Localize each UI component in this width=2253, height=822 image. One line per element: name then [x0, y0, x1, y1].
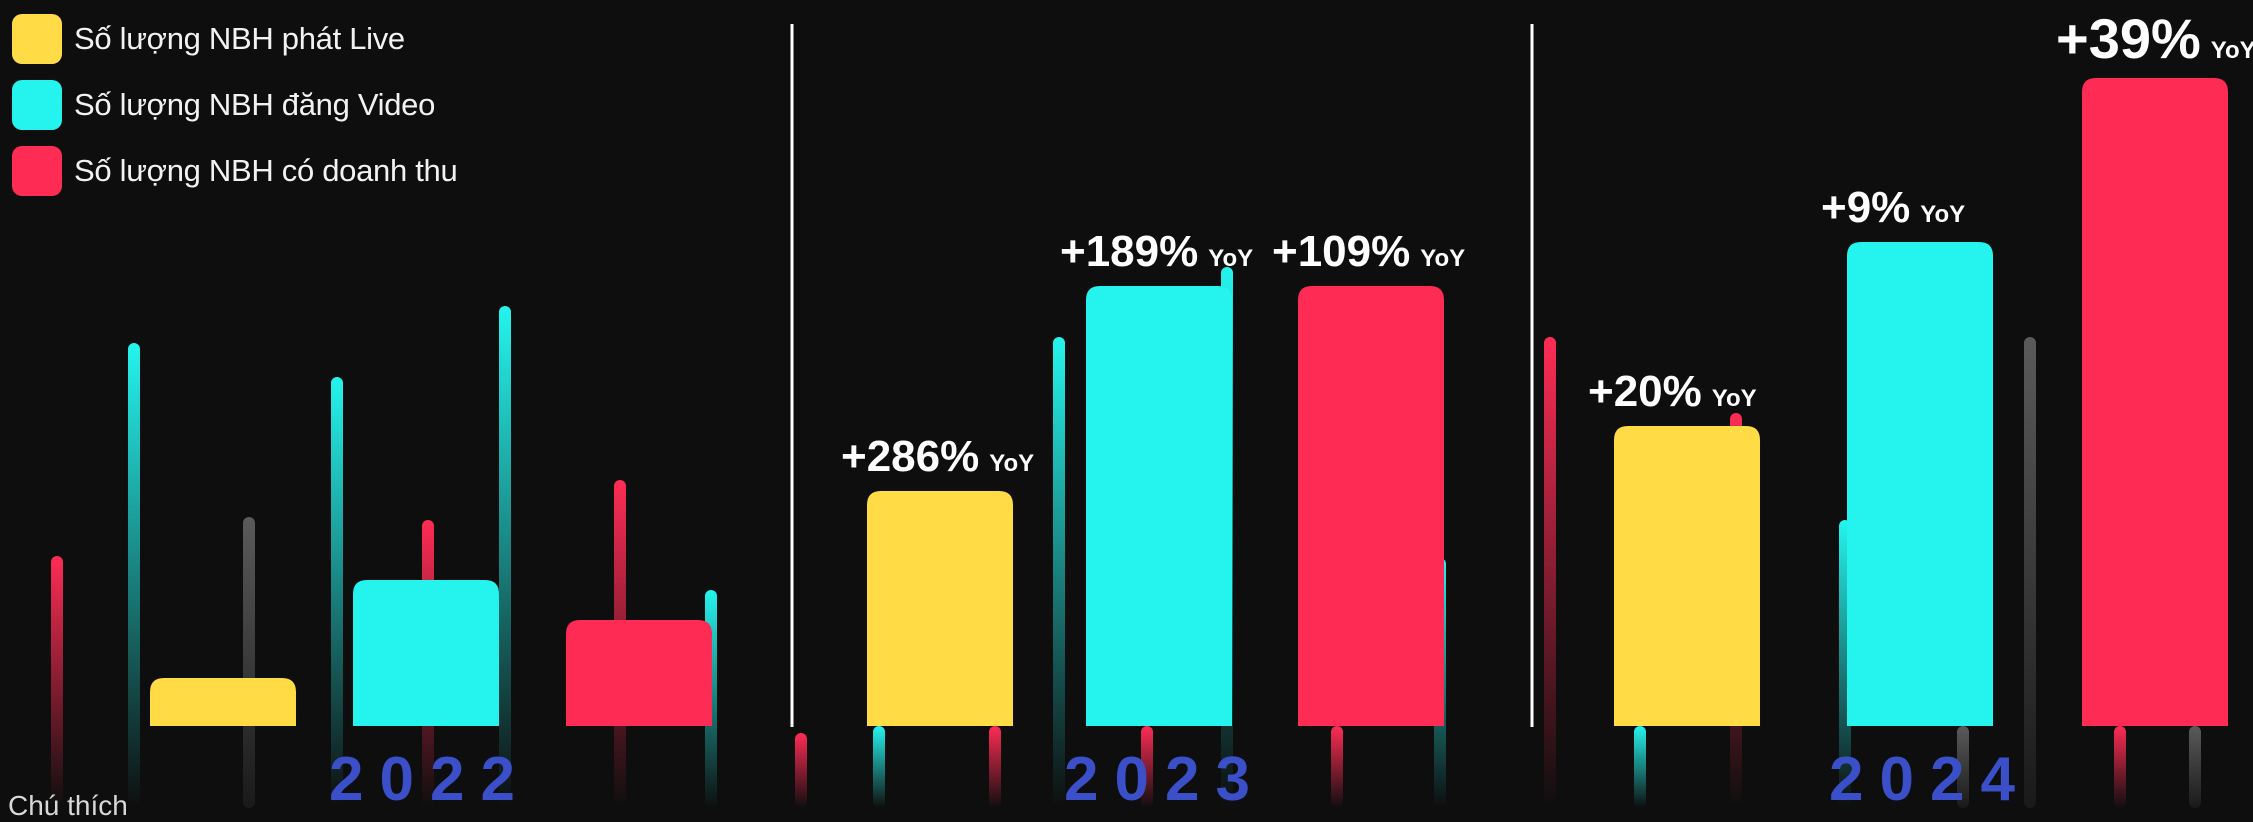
data-label-suffix: YoY	[1920, 201, 1965, 228]
legend-item-video: Số lượng NBH đăng Video	[12, 76, 457, 134]
data-label-suffix: YoY	[1420, 245, 1465, 272]
decor-line	[2114, 726, 2126, 808]
legend-swatch-revenue	[12, 146, 62, 196]
bar-2023-s0	[867, 491, 1013, 726]
bar-2023-s1	[1086, 286, 1232, 726]
data-label-2024-s0: +20% YoY	[1588, 367, 1757, 416]
data-label-2023-s0: +286% YoY	[841, 432, 1034, 481]
bar-2024-s0	[1614, 426, 1760, 726]
legend-label-video: Số lượng NBH đăng Video	[74, 87, 436, 122]
data-labels: +286% YoY +189% YoY +109% YoY +20% YoY +9% YoY +39…	[841, 7, 2253, 481]
data-label-suffix: YoY	[1712, 385, 1757, 412]
bar-2024-s1	[1847, 242, 1993, 726]
decor-line	[1634, 726, 1646, 808]
year-labels: 2022 2023 2024	[329, 745, 2031, 814]
year-label-2023: 2023	[1064, 745, 1266, 808]
legend-label-live: Số lượng NBH phát Live	[74, 21, 405, 56]
legend-swatch-live	[12, 14, 62, 64]
decor-line	[1141, 726, 1153, 808]
data-label-suffix: YoY	[989, 450, 1034, 477]
legend: Số lượng NBH phát Live Số lượng NBH đăng…	[12, 10, 458, 208]
data-label-2023-s1: +189% YoY	[1060, 227, 1253, 276]
footnote: Chú thích	[8, 790, 128, 821]
decor-line	[51, 556, 63, 808]
bars	[150, 78, 2228, 726]
decor-line	[2024, 337, 2036, 808]
legend-label-revenue: Số lượng NBH có doanh thu	[74, 153, 458, 188]
data-label-2024-s1: +9% YoY	[1821, 183, 1965, 232]
bar-2022-s0	[150, 678, 296, 726]
decor-line	[1331, 726, 1343, 808]
legend-item-live: Số lượng NBH phát Live	[12, 10, 457, 68]
decor-line	[499, 306, 511, 808]
decor-line	[873, 726, 885, 808]
data-label-suffix: YoY	[1208, 245, 1253, 272]
decor-line	[989, 726, 1001, 808]
year-label-2024: 2024	[1829, 745, 2031, 808]
bar-2024-s2	[2082, 78, 2228, 726]
decor-line	[795, 733, 807, 808]
data-label-2024-s2: +39% YoY	[2056, 7, 2253, 70]
decor-line	[1957, 726, 1969, 808]
legend-swatch-video	[12, 80, 62, 130]
decor-line	[2189, 726, 2201, 808]
decor-line	[1544, 337, 1556, 808]
year-dividers	[790, 24, 1534, 727]
data-label-2023-s2: +109% YoY	[1272, 227, 1465, 276]
decor-line	[331, 377, 343, 808]
decor-line	[128, 343, 140, 808]
data-label-suffix: YoY	[2211, 37, 2253, 64]
bar-2022-s1	[353, 580, 499, 726]
bar-2022-s2	[566, 620, 712, 726]
legend-item-revenue: Số lượng NBH có doanh thu	[12, 142, 458, 200]
year-label-2022: 2022	[329, 745, 531, 808]
bar-2023-s2	[1298, 286, 1444, 726]
decor-line	[1053, 337, 1065, 808]
decor-line	[243, 517, 255, 808]
